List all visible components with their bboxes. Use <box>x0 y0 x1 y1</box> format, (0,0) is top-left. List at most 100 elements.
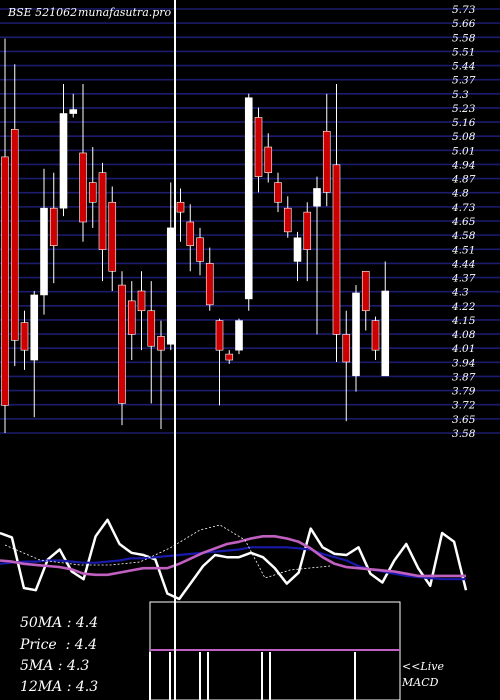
y-tick-label: 4.87 <box>451 174 476 186</box>
candle <box>381 261 390 377</box>
candle <box>254 107 263 193</box>
candle-body <box>108 201 117 272</box>
candle-body <box>157 336 165 351</box>
y-tick-label: 4.01 <box>451 343 475 355</box>
candle-body <box>352 292 360 377</box>
macd-dotted-trace <box>4 524 331 579</box>
y-tick-label: 5.37 <box>452 75 476 87</box>
candle-body <box>20 322 29 351</box>
candle-body <box>225 353 234 361</box>
candle-body <box>30 294 39 361</box>
y-tick-label: 4.8 <box>451 188 469 200</box>
y-tick-label: 5.58 <box>452 32 476 44</box>
candle <box>59 83 68 217</box>
candle <box>147 281 156 404</box>
candle <box>10 64 19 366</box>
candle-body <box>293 237 302 262</box>
candle-body <box>1 156 9 406</box>
y-tick-label: 4.94 <box>451 159 475 171</box>
candle-body <box>166 227 175 345</box>
candle <box>303 202 312 282</box>
candle <box>371 316 380 361</box>
y-tick-label: 5.23 <box>452 103 476 115</box>
candle-body <box>254 117 263 177</box>
y-tick-label: 5.01 <box>452 145 475 157</box>
y-tick-label: 5.44 <box>452 61 475 73</box>
candle <box>1 38 9 433</box>
y-tick-label: 4.15 <box>451 315 476 327</box>
y-tick-label: 4.73 <box>451 202 476 214</box>
y-tick-label: 5.08 <box>452 131 476 143</box>
candle <box>283 196 292 238</box>
candle-body <box>322 130 331 193</box>
candle <box>361 270 370 331</box>
y-tick-label: 4.51 <box>451 244 475 256</box>
y-tick-label: 5.3 <box>452 89 469 101</box>
candle <box>186 204 195 272</box>
symbol-label: BSE 521062 <box>7 6 77 19</box>
y-tick-label: 3.72 <box>452 400 476 412</box>
candle <box>274 172 282 213</box>
candle-body <box>147 310 156 347</box>
y-tick-label: 5.16 <box>452 117 476 129</box>
candle <box>205 247 214 311</box>
candle-body <box>137 290 146 312</box>
y-tick-label: 3.58 <box>452 428 476 440</box>
candle <box>88 147 97 228</box>
candle-body <box>59 113 68 209</box>
candle-body <box>313 188 321 207</box>
candle <box>196 227 204 276</box>
candle <box>20 310 29 370</box>
candle-body <box>49 207 58 246</box>
candle-body <box>69 109 78 114</box>
candle <box>225 350 234 364</box>
candle <box>118 271 126 426</box>
y-tick-label: 5.51 <box>452 46 475 58</box>
candle <box>176 188 185 242</box>
macd-label: MACD <box>402 676 439 689</box>
y-tick-label: 3.65 <box>452 414 476 426</box>
candlesticks <box>1 38 390 433</box>
y-axis-ticks: 5.73 5.66 5.58 5.51 5.44 5.37 5.3 5.23 5.16 5.08 5… <box>451 4 476 440</box>
live-link[interactable]: <<Live <box>402 660 444 673</box>
y-tick-label: 4.22 <box>451 301 476 313</box>
candle <box>244 93 253 311</box>
candle-body <box>342 334 351 363</box>
candle-body <box>303 211 312 250</box>
candle-body <box>215 320 224 351</box>
candle-body <box>264 146 273 173</box>
candle-body <box>361 270 370 312</box>
candle-body <box>332 164 341 335</box>
candle <box>264 133 273 183</box>
y-tick-label: 4.65 <box>451 216 476 228</box>
site-label: munafasutra.pro <box>78 6 172 19</box>
candle-body <box>98 172 107 250</box>
candle <box>79 83 87 242</box>
candle <box>157 320 165 430</box>
candle-body <box>186 221 195 246</box>
candle <box>69 93 78 118</box>
candle-body <box>79 152 87 223</box>
candle-body <box>283 207 292 233</box>
candle-body <box>244 97 253 300</box>
candle <box>293 231 302 282</box>
candle <box>137 271 146 351</box>
y-tick-label: 3.79 <box>452 386 476 398</box>
candle-body <box>274 182 282 203</box>
candle-body <box>205 263 214 306</box>
long-ma-line <box>0 534 466 578</box>
candle <box>352 285 360 392</box>
candle <box>30 291 39 418</box>
candle <box>108 186 117 292</box>
candle <box>40 168 48 315</box>
y-tick-label: 4.3 <box>451 287 469 299</box>
stat-5ma: 5MA : 4.3 <box>20 658 90 674</box>
macd-line <box>0 518 468 601</box>
candle-body <box>196 237 204 262</box>
candle <box>49 172 58 284</box>
y-tick-label: 4.58 <box>451 230 476 242</box>
candle-body <box>88 182 97 203</box>
y-tick-label: 5.66 <box>452 18 476 30</box>
